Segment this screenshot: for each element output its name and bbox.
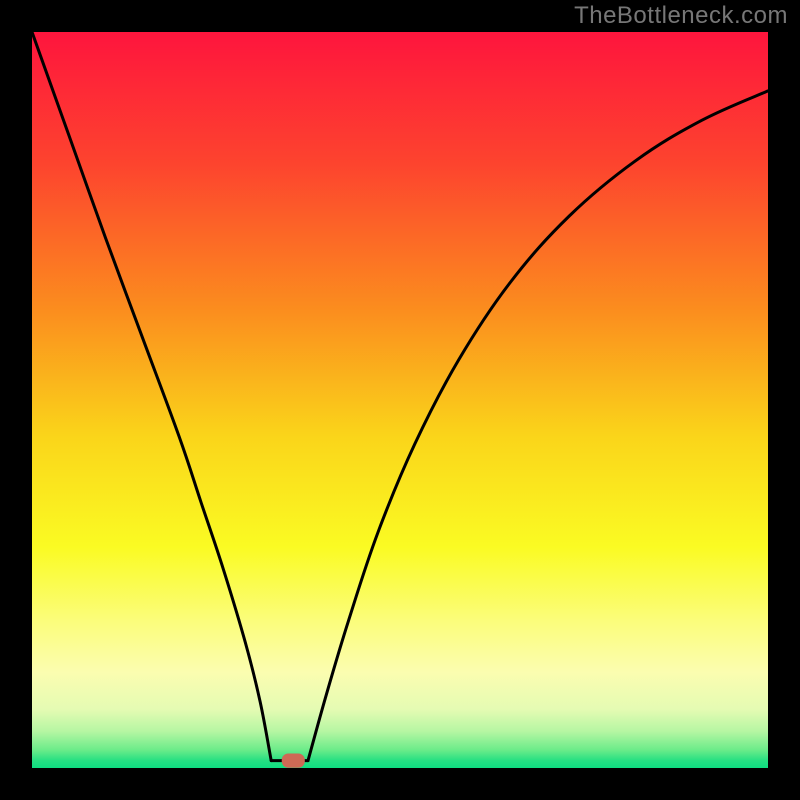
watermark-text: TheBottleneck.com xyxy=(574,2,788,30)
stage: TheBottleneck.com xyxy=(0,0,800,800)
chart-panel xyxy=(32,32,768,768)
bottleneck-marker xyxy=(282,754,304,767)
gradient-background xyxy=(32,32,768,768)
